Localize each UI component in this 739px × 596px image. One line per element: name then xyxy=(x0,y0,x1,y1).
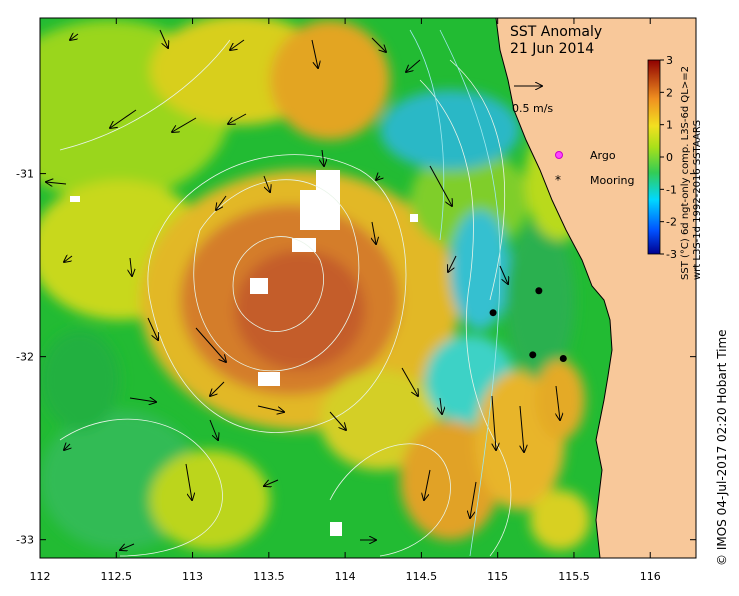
argo-legend-label: Argo xyxy=(590,149,616,162)
colorbar-label-line2: wrt L3S-1d 1992-2016 SSTAARS xyxy=(692,120,703,280)
colorbar-tick-label: -3 xyxy=(666,248,677,261)
credit-text: © IMOS 04-Jul-2017 02:20 Hobart Time xyxy=(715,329,729,566)
x-tick-label: 112 xyxy=(30,570,51,583)
argo-marker xyxy=(555,151,563,159)
x-tick-label: 116 xyxy=(640,570,661,583)
x-tick-label: 113.5 xyxy=(253,570,285,583)
mooring-legend-label: Mooring xyxy=(590,174,634,187)
colorbar-tick-label: 0 xyxy=(666,151,673,164)
colorbar-tick-label: 2 xyxy=(666,86,673,99)
x-tick-label: 113 xyxy=(182,570,203,583)
colorbar-ticks: 3 2 1 0 -1 -2 -3 xyxy=(660,54,677,261)
colorbar xyxy=(647,59,661,255)
colorbar-tick-label: 1 xyxy=(666,119,673,132)
mooring-marker xyxy=(535,287,543,295)
x-tick-label: 115.5 xyxy=(558,570,590,583)
x-tick-label: 114.5 xyxy=(406,570,438,583)
moorings-layer xyxy=(489,287,567,362)
x-tick-label: 115 xyxy=(487,570,508,583)
y-tick-label: -33 xyxy=(16,534,34,547)
colorbar-tick-label: -1 xyxy=(666,183,677,196)
map-date: 21 Jun 2014 xyxy=(510,41,594,57)
plot-frame xyxy=(39,17,697,559)
mooring-legend-marker: * xyxy=(555,173,561,187)
mooring-marker xyxy=(529,351,537,359)
land-mass xyxy=(495,18,696,558)
map-title: SST Anomaly xyxy=(510,24,602,40)
mooring-marker xyxy=(489,309,497,317)
colorbar-label-line1: SST (°C) 6d ngt-only comp. L3S-6d QL>=2 xyxy=(680,66,691,280)
y-tick-label: -32 xyxy=(16,351,34,364)
y-tick-label: -31 xyxy=(16,168,34,181)
mooring-marker xyxy=(559,354,567,362)
x-tick-label: 114 xyxy=(335,570,356,583)
velocity-scale-label: 0.5 m/s xyxy=(512,102,553,115)
x-tick-label: 112.5 xyxy=(101,570,133,583)
axis-ticks: 112 112.5 113 113.5 114 114.5 115 115.5 116-31-3… xyxy=(16,18,696,583)
colorbar-tick-label: -2 xyxy=(666,216,677,229)
sst-field: * xyxy=(40,18,696,558)
colorbar-tick-label: 3 xyxy=(666,54,673,67)
